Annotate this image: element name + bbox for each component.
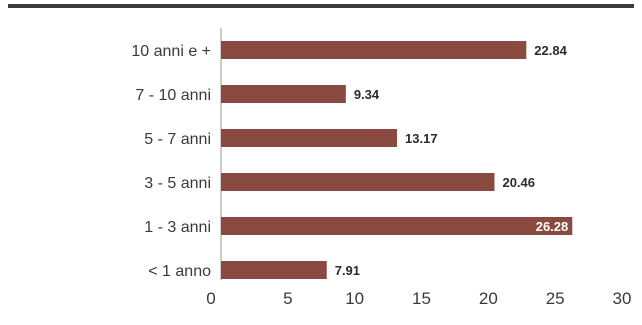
data-label-1: 9.34 (354, 87, 380, 102)
category-label-2: 5 - 7 anni (144, 131, 211, 148)
data-label-2: 13.17 (405, 131, 438, 146)
top-rule (8, 4, 634, 8)
x-tick-label-4: 20 (479, 289, 498, 308)
category-label-0: 10 anni e + (131, 43, 211, 60)
category-label-1: 7 - 10 anni (135, 87, 211, 104)
data-label-3: 20.46 (502, 175, 535, 190)
category-label-3: 3 - 5 anni (144, 175, 211, 192)
x-tick-label-2: 10 (345, 289, 364, 308)
bars-layer: 22.84 9.34 13.17 20.46 26.28 7.91 (221, 41, 573, 279)
bar-5 (221, 261, 327, 279)
category-labels: 10 anni e + 7 - 10 anni 5 - 7 anni 3 - 5 an… (131, 43, 211, 280)
x-tick-label-0: 0 (206, 289, 215, 308)
x-tick-label-1: 5 (283, 289, 292, 308)
x-tick-label-6: 30 (613, 289, 632, 308)
data-label-0: 22.84 (534, 43, 567, 58)
category-label-4: 1 - 3 anni (144, 219, 211, 236)
bar-3 (221, 173, 495, 191)
x-tick-label-3: 15 (412, 289, 431, 308)
x-axis-ticks: 0 5 10 15 20 25 30 (206, 289, 631, 308)
category-label-5: < 1 anno (148, 263, 211, 280)
bar-1 (221, 85, 346, 103)
bar-2 (221, 129, 398, 147)
bar-4 (221, 217, 573, 235)
x-tick-label-5: 25 (546, 289, 565, 308)
data-label-5: 7.91 (335, 263, 360, 278)
bar-0 (221, 41, 527, 59)
data-label-4: 26.28 (536, 219, 569, 234)
